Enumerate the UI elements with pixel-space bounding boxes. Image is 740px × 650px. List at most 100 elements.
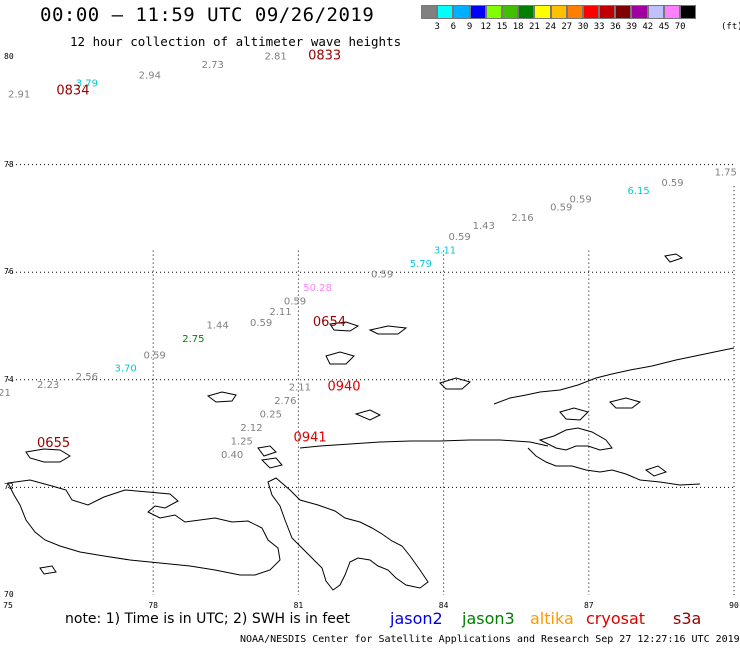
legend-entry-jason2: jason2	[390, 609, 443, 628]
wave-height-value: 2.94	[139, 71, 161, 82]
wave-height-value: 3.70	[114, 364, 136, 375]
peninsula-coastline	[267, 477, 429, 591]
colorbar-swatch	[550, 5, 567, 19]
wave-height-value: 0.25	[260, 409, 282, 420]
small-island-14	[354, 409, 382, 421]
wave-height-value: 0.59	[371, 270, 393, 281]
colorbar-swatch	[647, 5, 664, 19]
legend-entry-altika: altika	[530, 609, 574, 628]
colorbar-tick-label: 21	[528, 22, 540, 32]
wave-height-value: 50.28	[303, 283, 332, 294]
wave-height-value: 5.79	[410, 259, 432, 270]
pass-time-label: 0833	[308, 49, 341, 64]
pass-time-label: 0941	[294, 431, 327, 446]
wave-height-value: 3.79	[76, 79, 98, 90]
colorbar-swatch	[518, 5, 535, 19]
colorbar-swatch	[582, 5, 600, 19]
colorbar-swatch	[599, 5, 616, 19]
wave-height-value: 0.59	[284, 296, 306, 307]
wave-height-colorbar	[421, 5, 697, 19]
small-island-4	[325, 351, 355, 365]
small-island-11	[559, 407, 589, 421]
small-island-3	[329, 321, 360, 332]
small-island-1	[25, 448, 71, 463]
wave-height-value: 2.76	[274, 396, 296, 407]
colorbar-tick-label: 3	[434, 22, 440, 32]
altimeter-tracks: 2.81 2.73 2.94 3.79 2.91 0833 0834 1.75 0.59 6.15…	[0, 49, 737, 461]
colorbar-tick-label: 9	[466, 22, 473, 32]
footnote: note: 1) Time is in UTC; 2) SWH is in fe…	[65, 611, 351, 627]
wave-height-value: 0.59	[250, 318, 272, 329]
wave-height-value: 1.25	[231, 436, 253, 447]
wave-height-value: 2.56	[76, 372, 98, 383]
colorbar-tick-label: 24	[545, 22, 557, 32]
wave-height-value: 1.75	[715, 167, 737, 178]
wave-height-value: 2.91	[8, 89, 30, 100]
latitude-tick-label: 76	[4, 267, 14, 277]
latitude-tick-label: 72	[4, 482, 14, 492]
small-island-10	[439, 377, 472, 390]
colorbar-tick-label: 33	[593, 22, 605, 32]
wave-height-value: 0.40	[221, 450, 243, 461]
wave-height-value: 0.59	[569, 194, 591, 205]
wave-height-value: 1.44	[206, 321, 228, 332]
colorbar-tick-label: 36	[609, 22, 621, 32]
colorbar-tick-label: 30	[577, 22, 589, 32]
wave-height-value: 2.11	[269, 307, 291, 318]
colorbar-tick-label: 39	[626, 22, 638, 32]
wave-height-value: 3.11	[434, 245, 456, 256]
longitude-tick-label: 78	[148, 601, 159, 610]
wave-height-value: 0.59	[144, 350, 166, 361]
small-island-12	[609, 397, 642, 409]
map-title: 00:00 – 11:59 UTC 09/26/2019	[40, 4, 375, 26]
longitude-tick-label: 90	[729, 601, 739, 610]
latitude-tick-label: 80	[4, 52, 14, 61]
longitude-tick-label: 87	[583, 601, 594, 610]
colorbar-swatch	[534, 5, 551, 19]
small-island-6	[260, 457, 283, 469]
colorbar-tick-label: 12	[480, 22, 492, 32]
colorbar-tick-label: 15	[496, 22, 508, 32]
small-island-7	[664, 253, 684, 263]
wave-height-value: 2.81	[265, 52, 287, 63]
wave-height-value: 2.75	[182, 334, 204, 345]
latitude-tick-label: 74	[4, 374, 14, 384]
wave-height-value: 0.59	[448, 232, 470, 243]
wave-height-value: 2.73	[202, 60, 224, 71]
legend-entry-cryosat: cryosat	[586, 609, 646, 628]
coastline	[7, 253, 735, 591]
east-islands-coastline	[493, 347, 735, 405]
colorbar-swatch	[680, 5, 697, 19]
small-island-5	[257, 445, 277, 457]
wave-height-value: 6.15	[628, 186, 650, 197]
legend-entry-s3a: s3a	[673, 609, 702, 628]
mainland-coastline	[7, 479, 281, 576]
colorbar-swatch	[631, 5, 648, 19]
colorbar-swatch	[437, 5, 454, 19]
colorbar-swatch	[501, 5, 519, 19]
pass-time-label: 0654	[313, 315, 346, 330]
wave-height-value: 2.11	[289, 383, 311, 394]
longitude-tick-label: 81	[293, 601, 304, 610]
credit-line: NOAA/NESDIS Center for Satellite Applica…	[240, 634, 740, 645]
legend-entry-jason3: jason3	[462, 609, 515, 628]
colorbar-unit: (ft)	[721, 22, 740, 32]
colorbar-tick-label: 45	[658, 22, 670, 32]
wave-height-value: 2.16	[511, 213, 533, 224]
pass-time-label: 0655	[37, 436, 70, 451]
colorbar-tick-label: 6	[450, 22, 457, 32]
wave-height-value: 0.59	[550, 202, 572, 213]
colorbar-swatch	[663, 5, 680, 19]
pass-time-label: 0834	[56, 84, 89, 99]
wave-height-value: 2.23	[37, 380, 59, 391]
lower-island-coastline	[538, 427, 613, 451]
wave-height-value: 0.59	[661, 178, 683, 189]
wave-height-value: 2.12	[240, 423, 262, 434]
wave-height-value: 1.43	[473, 221, 495, 232]
small-island-2	[206, 391, 237, 403]
colorbar-swatch	[453, 5, 470, 19]
colorbar-tick-label: 42	[642, 22, 654, 32]
latitude-tick-label: 78	[4, 159, 14, 169]
